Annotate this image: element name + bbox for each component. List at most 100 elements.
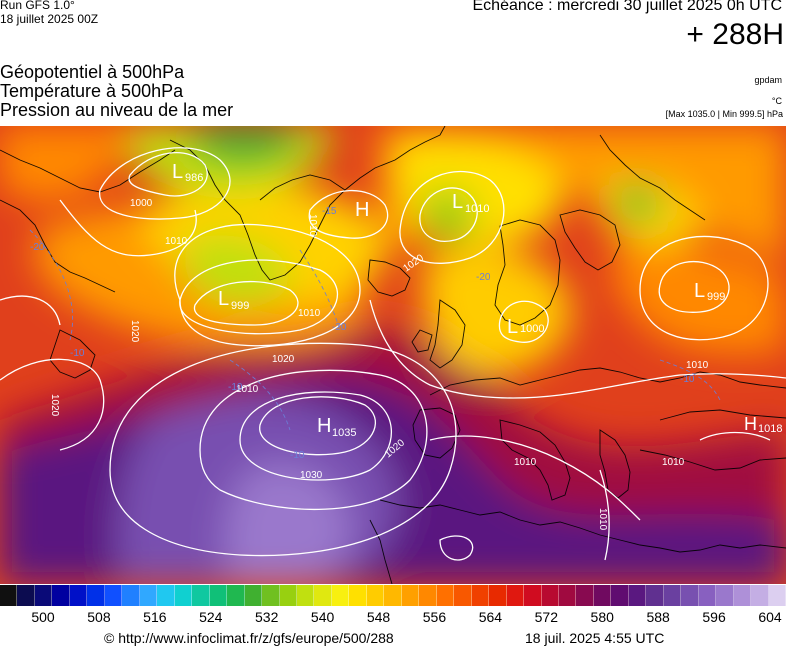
low-pressure-center-north-sea: L 1010: [452, 191, 489, 215]
isobar-label: 1010: [686, 360, 709, 371]
colorbar-swatch: [471, 585, 490, 606]
low-letter: L: [694, 280, 705, 302]
temperature-label: -10: [70, 348, 85, 359]
pressure-value: 1035: [332, 427, 356, 439]
colorbar-swatch: [262, 585, 280, 606]
temperature-label: -10: [680, 374, 695, 385]
colorbar-swatch: [192, 585, 210, 606]
colorbar-tick-label: 524: [199, 609, 223, 625]
colorbar-tick-label: 596: [702, 609, 726, 625]
weather-map: H 1035 L 999 L 1010 L 986 H L 999: [0, 126, 786, 584]
colorbar-swatch: [436, 585, 455, 606]
colorbar-swatch: [209, 585, 228, 606]
parameter-pressure: Pression au niveau de la mer: [0, 100, 234, 120]
colorbar-swatch: [314, 585, 332, 606]
temperature-label: -20: [332, 322, 347, 333]
low-pressure-center-canada: L 986: [172, 161, 203, 184]
colorbar-swatch: [227, 585, 245, 606]
pressure-value: 999: [707, 291, 725, 303]
colorbar-swatch: [331, 585, 350, 606]
unit-geopotential: gpdam: [754, 75, 782, 85]
colorbar-swatch: [69, 585, 88, 606]
colorbar-swatch: [296, 585, 315, 606]
isobar-label: 1010: [514, 457, 537, 468]
pressure-centers: H 1035 L 999 L 1010 L 986 H L 999: [172, 161, 782, 439]
high-letter: H: [317, 415, 331, 437]
pressure-value: 999: [231, 300, 249, 312]
run-label: Run GFS 1.0°: [0, 0, 75, 12]
low-letter: L: [452, 191, 463, 213]
low-letter: L: [172, 161, 183, 183]
low-letter: L: [218, 288, 229, 310]
high-pressure-center-azores: H 1035: [317, 415, 356, 439]
isobar-label: 1030: [300, 470, 323, 481]
isobar-label: 1020: [272, 354, 295, 365]
colorbar-swatch: [174, 585, 193, 606]
colorbar-swatch: [401, 585, 420, 606]
colorbar-swatch: [611, 585, 629, 606]
low-letter: L: [507, 316, 518, 338]
valid-time: Echéance : mercredi 30 juillet 2025 0h U…: [472, 0, 783, 14]
temperature-label: -15: [322, 206, 337, 217]
colorbar-swatch: [716, 585, 734, 606]
colorbar-tick-label: 556: [422, 609, 447, 625]
high-letter: H: [744, 414, 757, 434]
colorbar-swatch: [751, 585, 769, 606]
pressure-value: 1000: [520, 323, 544, 335]
colorbar-tick-label: 540: [310, 609, 335, 625]
colorbar-swatch: [628, 585, 647, 606]
colorbar-swatch: [454, 585, 472, 606]
parameter-geopotential: Géopotentiel à 500hPa: [0, 62, 185, 82]
colorbar-swatch: [244, 585, 263, 606]
colorbar-swatch: [733, 585, 752, 606]
temperature-isolines: [29, 229, 721, 431]
coastlines: [0, 126, 786, 584]
isobar-label: 1010: [165, 236, 188, 247]
colorbar-tick-label: 532: [255, 609, 279, 625]
colorbar-swatch: [87, 585, 105, 606]
parameter-temperature: Température à 500hPa: [0, 81, 184, 101]
pressure-value: 986: [185, 172, 203, 184]
low-pressure-center-atlantic: L 999: [218, 288, 249, 312]
run-date: 18 juillet 2025 00Z: [0, 12, 99, 26]
colorbar-swatch: [541, 585, 559, 606]
colorbar-tick-label: 572: [534, 609, 558, 625]
isobars: [0, 147, 786, 561]
temperature-label: -20: [30, 242, 45, 253]
isobar-label: 1010: [236, 384, 259, 395]
colorbar-swatch: [52, 585, 70, 606]
colorbar-swatch: [768, 585, 786, 606]
render-timestamp: 18 juil. 2025 4:55 UTC: [525, 630, 665, 646]
colorbar-tick-label: 508: [87, 609, 111, 625]
colorbar-swatch: [157, 585, 175, 606]
isobar-label: 1000: [130, 198, 153, 209]
colorbar-swatch: [34, 585, 53, 606]
colorbar-tick-label: 604: [758, 609, 782, 625]
colorbar-swatch: [349, 585, 367, 606]
isobar-label: 1010: [298, 308, 321, 319]
colorbar: [0, 585, 786, 606]
isobar-label: 1020: [49, 394, 60, 417]
colorbar-swatch: [122, 585, 140, 606]
low-pressure-center-scandinavia: L 1000: [507, 316, 544, 338]
colorbar-swatch: [384, 585, 402, 606]
temperature-labels: -20 -10 -20 -15 -10 -10 -20 -10: [30, 206, 695, 461]
low-pressure-center-russia: L 999: [694, 280, 725, 303]
colorbar-swatch: [279, 585, 297, 606]
temperature-label: -10: [228, 382, 243, 393]
colorbar-swatch: [139, 585, 158, 606]
pressure-value: 1010: [465, 203, 489, 215]
colorbar-ticks: 500 508 516 524 532 540 548 556 564 572 580 588 596 6…: [0, 609, 786, 627]
colorbar-swatch: [593, 585, 612, 606]
high-letter: H: [355, 199, 369, 221]
high-pressure-center-greenland: H: [355, 199, 369, 221]
isobar-label: 1010: [307, 214, 318, 237]
isobar-label: 1020: [129, 320, 140, 343]
source-credit: © http://www.infoclimat.fr/z/gfs/europe/…: [104, 630, 394, 646]
colorbar-swatch: [646, 585, 664, 606]
colorbar-swatch: [506, 585, 525, 606]
colorbar-swatch: [489, 585, 507, 606]
colorbar-swatch: [663, 585, 682, 606]
colorbar-swatch: [524, 585, 542, 606]
lead-time: + 288H: [686, 18, 784, 51]
